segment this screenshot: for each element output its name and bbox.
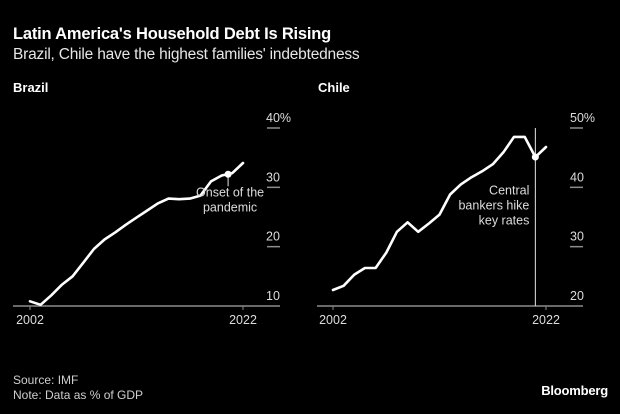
brazil-y-tick-label: 30 [266,170,280,184]
brazil-y-tick-label: 10 [266,289,280,303]
brazil-y-tick-label: 20 [266,230,280,244]
brazil-x-tick-label: 2002 [16,313,44,327]
chile-annotation-dot [531,153,539,161]
chile-x-tick-label: 2022 [532,313,560,327]
brazil-series-line [28,161,245,307]
chile-y-tick-label: 20 [570,289,584,303]
brazil-annotation-text: Onset of the [196,185,264,199]
chile-y-tick-label: 40 [570,170,584,184]
chile-series-line [331,135,548,292]
brazil-panel-title: Brazil [13,80,49,95]
chile-y-tick-label: 30 [570,230,584,244]
brazil-annotation-dot [224,170,232,178]
chile-annotation-text: Central [489,183,529,197]
source-note: Source: IMF [13,373,79,387]
chart-title: Latin America's Household Debt Is Rising [13,25,332,43]
chile-annotation-text: key rates [479,213,530,227]
data-note: Note: Data as % of GDP [13,388,144,402]
brazil-y-tick-label: 40% [266,111,291,125]
bloomberg-logo: Bloomberg [541,383,608,398]
brazil-annotation-text: pandemic [203,200,257,214]
chile-x-tick-label: 2002 [319,313,347,327]
chart-subtitle: Brazil, Chile have the highest families'… [13,46,360,63]
chile-panel-title: Chile [318,80,350,95]
chile-annotation-text: bankers hike [458,198,529,212]
brazil-x-tick-label: 2022 [229,313,257,327]
chile-y-tick-label: 50% [570,111,595,125]
